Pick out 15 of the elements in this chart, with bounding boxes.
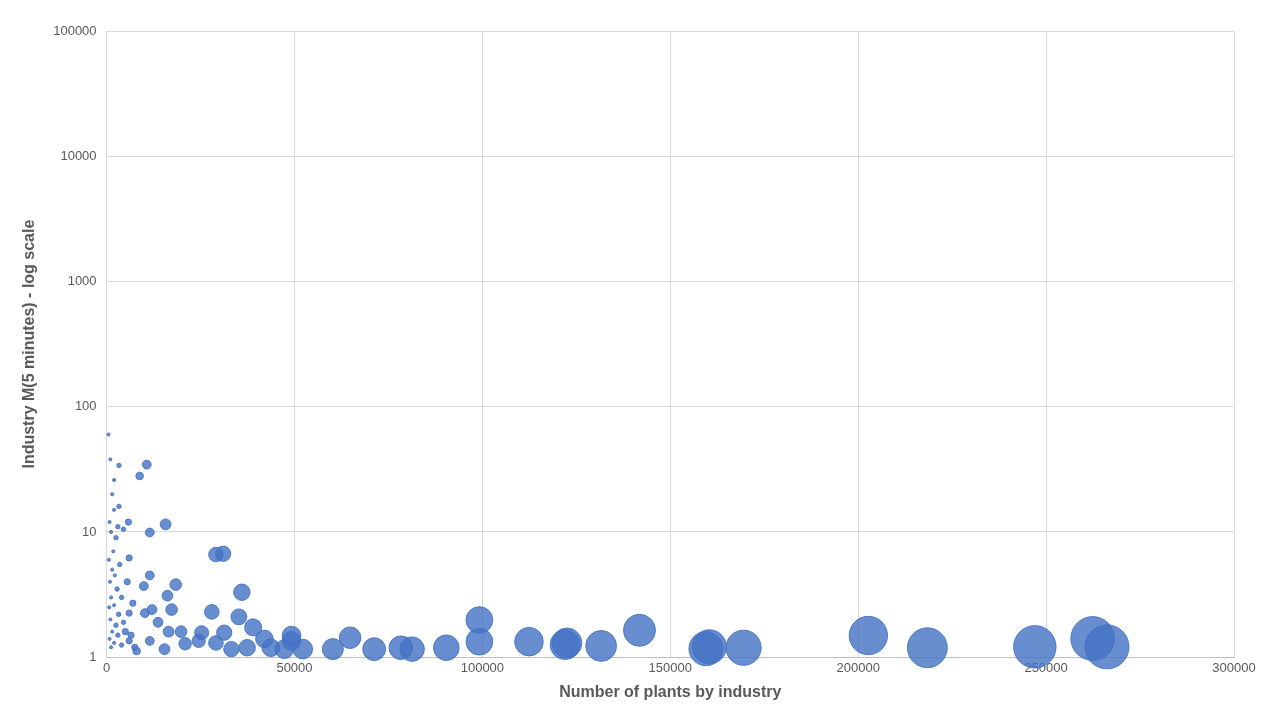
y-tick-label: 10	[82, 523, 97, 539]
x-tick-label: 100000	[460, 659, 505, 675]
y-tick-label: 10000	[60, 147, 97, 163]
x-axis-title: Number of plants by industry	[559, 682, 782, 700]
x-tick-label: 0	[102, 659, 111, 675]
x-tick-label: 200000	[836, 659, 880, 675]
x-tick-label: 50000	[276, 659, 313, 675]
x-tick-label: 250000	[1024, 659, 1068, 675]
y-tick-label: 100000	[53, 22, 97, 38]
y-tick-label: 1	[89, 648, 97, 664]
y-tick-label: 1000	[67, 273, 97, 289]
y-tick-label: 100	[74, 398, 97, 414]
x-tick-label: 300000	[1212, 659, 1256, 675]
x-tick-label: 150000	[648, 659, 692, 675]
y-axis-title: Industry M(5 minutes) - log scale	[20, 219, 38, 469]
